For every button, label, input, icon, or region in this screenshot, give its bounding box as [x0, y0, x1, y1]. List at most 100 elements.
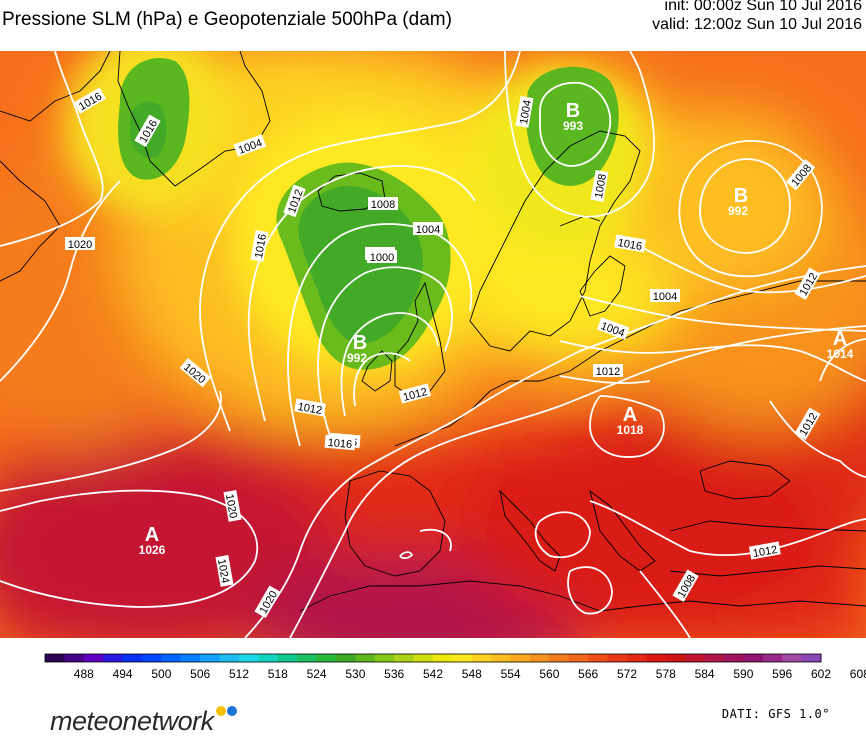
low-center-value: 992 [728, 204, 748, 218]
legend-tick-label: 488 [74, 667, 94, 681]
legend-tick-label: 590 [733, 667, 753, 681]
legend-swatch [413, 654, 434, 662]
legend-swatch [239, 654, 259, 662]
isobar-label-text: 1024 [215, 558, 231, 584]
high-center-letter: A [833, 328, 847, 350]
data-source: DATI: GFS 1.0° [721, 707, 830, 721]
legend-tick-label: 560 [539, 667, 559, 681]
high-center-value: 1014 [827, 347, 854, 361]
legend-swatch [743, 654, 764, 662]
legend-border [44, 653, 822, 663]
isobar-label-text: 1012 [297, 401, 323, 417]
legend-tick-label: 572 [617, 667, 637, 681]
legend-swatch [801, 654, 822, 662]
low-center-value: 992 [347, 351, 367, 365]
legend-tick-label: 536 [384, 667, 404, 681]
isobar-label: 1012 [593, 364, 623, 378]
chart-title: Pressione SLM (hPa) e Geopotenziale 500h… [2, 9, 452, 30]
isobar-label: 1020 [65, 237, 95, 251]
isobar-label-text: 1004 [416, 224, 440, 236]
legend-swatch [122, 654, 143, 662]
high-center-letter: A [623, 404, 637, 426]
legend-swatch [627, 654, 647, 662]
legend-swatch [336, 654, 356, 662]
legend-tick-label: 506 [190, 667, 210, 681]
low-center-letter: B [566, 100, 580, 122]
legend-swatch [471, 654, 492, 662]
isobar-label-text: 1012 [752, 544, 778, 560]
legend-swatch [83, 654, 104, 662]
low-center-letter: B [734, 185, 748, 207]
weather-map: 1016102010161020101210161020102010241004… [0, 51, 866, 638]
legend-tick-label: 518 [268, 667, 288, 681]
isobars [0, 51, 866, 638]
isobar-label-text: 1004 [653, 291, 677, 303]
legend-swatch [646, 654, 667, 662]
init-time: init: 00:00z Sun 10 Jul 2016 [664, 0, 862, 14]
legend-swatch [161, 654, 182, 662]
isobar-label: 1000 [367, 250, 397, 264]
legend-swatch [491, 654, 512, 662]
meteonetwork-logo: meteonetwork [50, 706, 237, 737]
isobar-label: 1012 [749, 541, 781, 560]
high-center-value: 1026 [139, 543, 166, 557]
legend-swatch [588, 654, 609, 662]
logo-blue-dot [226, 706, 237, 716]
legend-tick-label: 602 [811, 667, 831, 681]
run-info: init: 00:00z Sun 10 Jul 2016 valid: 12:0… [652, 0, 862, 34]
isobar-label-text: 1020 [68, 239, 92, 251]
legend-tick-label: 500 [151, 667, 171, 681]
isobar-label: 1004 [650, 289, 680, 303]
legend-tick-label: 584 [695, 667, 715, 681]
legend-swatch [45, 654, 65, 662]
isobar-label-text: 1004 [518, 99, 534, 125]
legend-swatch [782, 654, 803, 662]
legend-tick-label: 494 [113, 667, 133, 681]
legend-swatch [219, 654, 240, 662]
legend-swatch [724, 654, 744, 662]
legend-swatch [394, 654, 415, 662]
legend-swatch [549, 654, 570, 662]
legend-swatch [297, 654, 318, 662]
isobar-label-text: 1008 [371, 199, 395, 211]
legend-tick-label: 554 [501, 667, 521, 681]
legend-tick-label: 530 [345, 667, 365, 681]
pressure-centers: A 1026 B 992 B 993 B 992 A 1018 A 1014 [139, 100, 854, 557]
high-center-value: 1018 [617, 423, 644, 437]
legend-swatch [200, 654, 221, 662]
isobar-label-text: 1012 [596, 366, 620, 378]
high-center-letter: A [145, 524, 159, 546]
isobar-label: 1016 [250, 230, 269, 262]
legend-swatch [277, 654, 298, 662]
isobar-label: 1016 [614, 234, 646, 253]
legend-swatch [510, 654, 531, 662]
legend-swatch [142, 654, 162, 662]
isobar-label: 1020 [223, 490, 242, 522]
legend-tick-label: 512 [229, 667, 249, 681]
legend-swatch [355, 654, 376, 662]
isobar-label: 1024 [215, 555, 234, 587]
legend-tick-label: 524 [307, 667, 327, 681]
color-scale-legend: 488 494 500 506 512 518 524 530 536 542 548 554 560 5… [44, 653, 866, 684]
legend-swatch [665, 654, 686, 662]
legend-swatch [374, 654, 395, 662]
isobar-label: 1004 [515, 96, 534, 128]
legend-swatch [433, 654, 453, 662]
isobar-label: 1012 [294, 398, 326, 417]
isobar-label-text: 1008 [593, 173, 609, 199]
legend-swatch [64, 654, 85, 662]
legend-tick-label: 608 [850, 667, 866, 681]
valid-time: valid: 12:00z Sun 10 Jul 2016 [652, 16, 862, 33]
legend-swatch [452, 654, 473, 662]
legend-swatch [258, 654, 279, 662]
isobar-label-text: 1016 [617, 237, 643, 253]
legend-tick-label: 542 [423, 667, 443, 681]
logo-yellow-dot [215, 706, 226, 716]
legend-tick-label: 566 [578, 667, 598, 681]
isobar-label: 1008 [590, 170, 609, 202]
legend-swatch [568, 654, 589, 662]
low-center-value: 993 [563, 119, 583, 133]
legend-swatch [762, 654, 783, 662]
isobar-label: 1008 [368, 197, 398, 211]
legend-tick-label: 548 [462, 667, 482, 681]
